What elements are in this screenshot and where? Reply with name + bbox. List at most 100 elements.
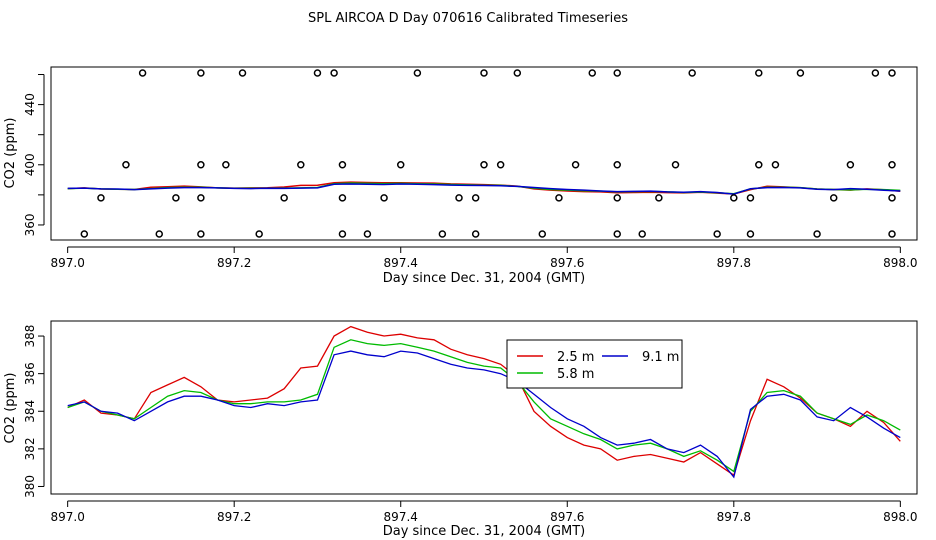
bottom-x-tick-label: 897.0: [50, 510, 84, 524]
bottom-x-tick-label: 897.2: [217, 510, 251, 524]
scatter-point: [746, 230, 755, 238]
bottom-y-tick-label: 382: [23, 437, 37, 460]
bottom-line-9-1-m: [67, 350, 901, 479]
scatter-point: [513, 69, 522, 77]
scatter-point: [338, 194, 347, 202]
scatter-point: [197, 194, 205, 202]
scatter-point: [80, 230, 89, 238]
bottom-x-axis: 897.0 897.2 897.4 897.6 897.8 898.0: [50, 500, 918, 524]
scatter-point: [396, 161, 405, 169]
scatter-point: [155, 230, 163, 238]
top-plot-frame: [50, 66, 918, 241]
scatter-point: [330, 69, 338, 77]
scatter-point: [613, 69, 621, 77]
scatter-point: [496, 161, 505, 169]
scatter-point: [829, 194, 838, 202]
scatter-point: [846, 161, 855, 169]
scatter-point: [122, 161, 130, 169]
scatter-point: [888, 69, 896, 77]
top-scatter-points: [80, 69, 896, 238]
scatter-point: [480, 161, 488, 169]
scatter-point: [655, 194, 663, 202]
bottom-x-tick-label: 897.4: [384, 510, 418, 524]
scatter-point: [280, 194, 288, 202]
scatter-point: [771, 161, 780, 169]
scatter-point: [338, 161, 347, 169]
scatter-point: [755, 69, 763, 77]
bottom-x-tick-label: 897.8: [717, 510, 751, 524]
top-y-axis: 360 400 440: [23, 74, 45, 237]
scatter-point: [297, 161, 305, 169]
scatter-point: [888, 161, 896, 169]
scatter-point: [238, 69, 247, 77]
scatter-point: [613, 230, 621, 238]
scatter-point: [222, 161, 230, 169]
bottom-xlabel: Day since Dec. 31, 2004 (GMT): [383, 524, 586, 539]
bottom-y-axis: 380 382 384 386 388: [23, 325, 45, 498]
bottom-y-tick-label: 380: [23, 475, 37, 498]
scatter-point: [813, 230, 821, 238]
scatter-point: [172, 194, 180, 202]
scatter-point: [197, 161, 205, 169]
scatter-point: [538, 230, 547, 238]
top-series-lines: [67, 181, 901, 195]
bottom-y-tick-label: 388: [23, 325, 37, 348]
legend-label-2-5m: 2.5 m: [557, 350, 594, 365]
top-x-tick-label: 897.4: [384, 256, 418, 270]
top-y-tick-label: 440: [23, 93, 37, 116]
scatter-point: [688, 69, 696, 77]
scatter-point: [638, 230, 646, 238]
scatter-point: [363, 230, 372, 238]
scatter-point: [613, 161, 621, 169]
scatter-point: [413, 69, 422, 77]
scatter-point: [313, 69, 322, 77]
scatter-point: [571, 161, 580, 169]
top-y-tick-label: 400: [23, 153, 37, 176]
scatter-point: [555, 194, 563, 202]
top-ylabel: CO2 (ppm): [3, 117, 18, 188]
scatter-point: [730, 194, 738, 202]
top-x-tick-label: 897.0: [50, 256, 84, 270]
scatter-point: [255, 230, 263, 238]
legend: 2.5 m 5.8 m 9.1 m: [506, 339, 683, 389]
scatter-point: [197, 230, 205, 238]
scatter-point: [480, 69, 488, 77]
scatter-point: [455, 194, 463, 202]
bottom-ylabel: CO2 (ppm): [3, 372, 18, 443]
scatter-point: [471, 230, 480, 238]
scatter-point: [380, 194, 388, 202]
legend-box: [506, 339, 683, 389]
top-x-tick-label: 897.2: [217, 256, 251, 270]
top-x-tick-label: 897.8: [717, 256, 751, 270]
legend-label-5-8m: 5.8 m: [557, 367, 594, 382]
legend-label-9-1m: 9.1 m: [642, 350, 679, 365]
scatter-point: [888, 230, 896, 238]
bottom-line-5-8-m: [67, 339, 901, 473]
bottom-plot-frame: [50, 320, 918, 495]
scatter-point: [746, 194, 755, 202]
bottom-panel: 897.0 897.2 897.4 897.6 897.8 898.0 380 382 384…: [3, 320, 918, 539]
bottom-y-tick-label: 386: [23, 362, 37, 385]
scatter-point: [338, 230, 347, 238]
top-y-tick-label: 360: [23, 214, 37, 237]
top-panel: 897.0 897.2 897.4 897.6 897.8 898.0 360 400 440…: [3, 66, 918, 286]
scatter-point: [713, 230, 721, 238]
figure-title: SPL AIRCOA D Day 070616 Calibrated Times…: [308, 11, 628, 26]
scatter-point: [796, 69, 805, 77]
scatter-point: [138, 69, 147, 77]
bottom-x-tick-label: 897.6: [550, 510, 584, 524]
top-x-axis: 897.0 897.2 897.4 897.6 897.8 898.0: [50, 246, 918, 270]
bottom-series-lines: [67, 325, 901, 479]
scatter-point: [613, 194, 621, 202]
top-line-5-8-m: [67, 182, 901, 195]
top-xlabel: Day since Dec. 31, 2004 (GMT): [383, 271, 586, 286]
top-x-tick-label: 897.6: [550, 256, 584, 270]
scatter-point: [755, 161, 763, 169]
scatter-point: [588, 69, 596, 77]
bottom-y-tick-label: 384: [23, 400, 37, 423]
scatter-point: [471, 194, 480, 202]
scatter-point: [671, 161, 680, 169]
scatter-point: [871, 69, 880, 77]
scatter-point: [197, 69, 205, 77]
